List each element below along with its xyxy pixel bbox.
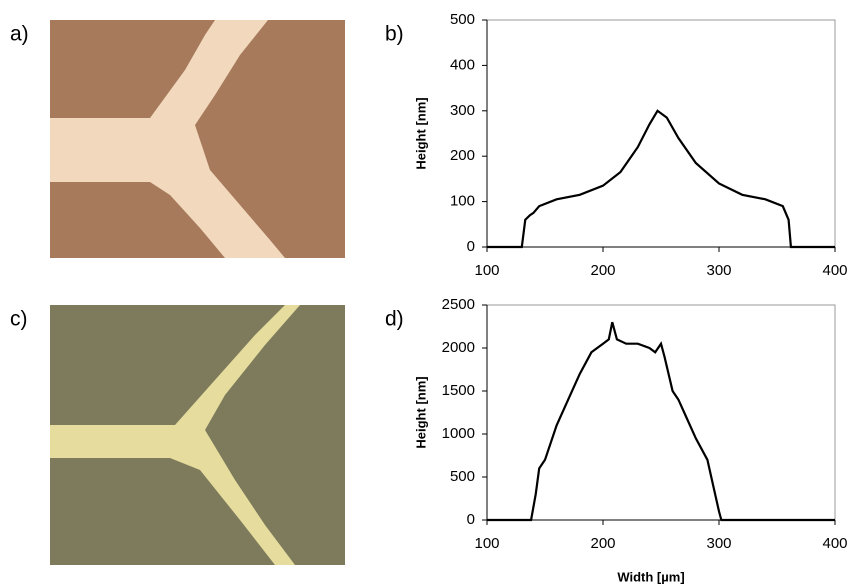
micrograph-a — [50, 20, 345, 258]
panel-label: b) — [385, 23, 404, 46]
y-tick-label: 0 — [467, 238, 475, 255]
y-axis-title: Height [nm] — [413, 97, 428, 169]
y-tick-label: 1500 — [442, 382, 475, 399]
x-tick-label: 300 — [706, 535, 731, 552]
x-tick-label: 100 — [474, 262, 499, 279]
x-axis-title: Width [µm] — [617, 569, 684, 584]
panel-label: a) — [10, 23, 29, 46]
panel-label: d) — [385, 308, 404, 331]
y-tick-label: 300 — [450, 102, 475, 119]
y-tick-label: 1000 — [442, 425, 475, 442]
x-tick-label: 200 — [590, 535, 615, 552]
y-tick-label: 2500 — [442, 296, 475, 313]
plot-frame — [487, 305, 835, 520]
y-tick-label: 100 — [450, 193, 475, 210]
x-tick-label: 200 — [590, 262, 615, 279]
y-tick-label: 500 — [450, 468, 475, 485]
y-tick-label: 0 — [467, 511, 475, 528]
y-axis-title: Height [nm] — [413, 376, 428, 448]
x-tick-label: 300 — [706, 262, 731, 279]
data-line — [487, 111, 835, 247]
y-tick-label: 400 — [450, 56, 475, 73]
x-tick-label: 400 — [822, 262, 847, 279]
plot-frame — [487, 20, 835, 247]
panel-label: c) — [10, 308, 28, 331]
data-line — [487, 322, 835, 520]
y-tick-label: 500 — [450, 11, 475, 28]
y-tick-label: 2000 — [442, 339, 475, 356]
x-tick-label: 400 — [822, 535, 847, 552]
figure: a) c) b) 0 100 200 300 400 500 100 200 300 400 Heig… — [0, 0, 852, 586]
y-tick-label: 200 — [450, 147, 475, 164]
micrograph-c — [50, 305, 345, 565]
x-tick-label: 100 — [474, 535, 499, 552]
